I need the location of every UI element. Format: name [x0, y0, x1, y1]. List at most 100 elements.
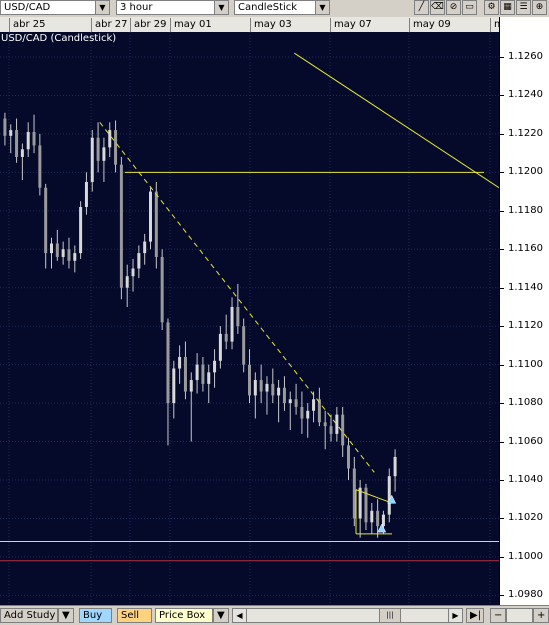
y-tick — [500, 403, 504, 405]
scroll-thumb[interactable]: ||| — [379, 609, 401, 622]
candle-body — [213, 360, 217, 373]
candle-body — [84, 181, 88, 207]
candle-body — [329, 426, 333, 434]
chevron-down-icon[interactable]: ▼ — [95, 1, 109, 14]
add-study-label: Add Study — [4, 610, 56, 621]
candle-body — [201, 364, 205, 384]
no-draw-icon[interactable]: ⊘ — [446, 0, 461, 15]
candle-body — [271, 383, 275, 396]
candle-body — [207, 372, 211, 384]
candle-body — [50, 243, 53, 254]
candle-body — [248, 364, 251, 396]
date-label: m — [490, 18, 504, 32]
add-study-button[interactable]: Add Study — [0, 608, 58, 623]
zoom-in-icon[interactable]: + — [533, 608, 549, 623]
candle-body — [387, 476, 391, 515]
y-tick — [500, 364, 504, 366]
y-tick — [500, 172, 504, 174]
trend-line — [355, 489, 393, 504]
candle-body — [265, 383, 269, 392]
date-label: may 07 — [330, 18, 372, 32]
scroll-right-icon[interactable]: ▶ — [448, 609, 462, 622]
candle-body — [178, 356, 182, 369]
y-tick-label: 1.1060 — [508, 435, 543, 447]
zoom-icon[interactable]: ⊕ — [532, 0, 547, 15]
candle-body — [3, 118, 7, 136]
candle-body — [288, 399, 292, 404]
candle-body — [73, 253, 77, 261]
chart-canvas[interactable] — [0, 32, 499, 605]
chevron-down-icon[interactable]: ▼ — [315, 1, 329, 14]
trend-line — [294, 52, 499, 189]
price-box-label: Price Box — [159, 610, 206, 621]
zoom-out-icon[interactable]: − — [490, 608, 506, 623]
signal-marker — [387, 494, 397, 504]
candle-body — [32, 131, 36, 146]
symbol-value: USD/CAD — [4, 2, 51, 13]
y-tick-label: 1.1180 — [508, 204, 543, 216]
chevron-down-icon[interactable]: ▼ — [213, 608, 229, 623]
candle-body — [282, 387, 286, 404]
candle-body — [358, 487, 362, 519]
chevron-down-icon[interactable]: ▼ — [58, 608, 74, 623]
candle-body — [312, 399, 316, 411]
candle-body — [183, 356, 187, 392]
candle-body — [154, 191, 158, 257]
candle-body — [218, 333, 222, 361]
scroll-left-icon[interactable]: ◀ — [233, 609, 247, 622]
symbol-select[interactable]: USD/CAD ▼ — [0, 0, 110, 15]
candle-body — [352, 468, 356, 519]
date-axis: abr 25 abr 27 abr 29 may 01 may 03 may 0… — [0, 17, 504, 33]
y-tick — [500, 210, 504, 212]
draw-line-icon[interactable]: ╱ — [414, 0, 429, 15]
eraser-icon[interactable]: ⌫ — [430, 0, 445, 15]
chart-type-select[interactable]: CandleStick ▼ — [234, 0, 330, 15]
date-label: abr 27 — [91, 18, 128, 32]
y-tick — [500, 556, 504, 558]
candle-body — [79, 206, 83, 254]
candle-body — [125, 276, 129, 288]
candle-body — [149, 191, 152, 242]
date-label: abr 29 — [130, 18, 167, 32]
settings-icon[interactable]: ⚙ — [484, 0, 499, 15]
zoom-slider[interactable] — [506, 608, 533, 623]
candle-body — [160, 256, 164, 323]
price-axis: 1.1260 1.1240 1.1220 1.1200 1.1180 1.1160 1.11… — [499, 17, 549, 605]
candle-body — [300, 406, 304, 419]
candle-body — [131, 268, 135, 277]
candle-body — [172, 368, 176, 404]
chevron-down-icon[interactable]: ▼ — [214, 1, 228, 14]
trend-line — [99, 122, 375, 473]
candle-body — [236, 306, 240, 327]
list-icon[interactable]: ☰ — [516, 0, 531, 15]
candle-body — [376, 510, 380, 527]
date-label: may 03 — [250, 18, 292, 32]
candle-body — [20, 149, 24, 157]
scroll-end-icon[interactable]: ▶| — [466, 608, 484, 623]
candle-body — [335, 414, 339, 434]
price-box-button[interactable]: Price Box — [155, 608, 213, 623]
bottom-bar: Add Study ▼ Buy Sell Price Box ▼ ◀ ||| ▶… — [0, 605, 549, 625]
y-tick-label: 1.1160 — [508, 243, 543, 255]
date-label: abr 25 — [9, 18, 46, 32]
candle-body — [294, 399, 298, 407]
horizontal-scrollbar[interactable]: ◀ ||| ▶ — [232, 608, 463, 623]
fit-icon[interactable]: ▭ — [462, 0, 477, 15]
buy-label: Buy — [83, 610, 103, 621]
chart-type-value: CandleStick — [238, 2, 298, 13]
price-chart[interactable]: USD/CAD (Candlestick) — [0, 32, 499, 605]
candle-body — [9, 130, 13, 136]
interval-select[interactable]: 3 hour ▼ — [116, 0, 229, 15]
sell-button[interactable]: Sell — [117, 608, 152, 623]
candle-body — [15, 130, 19, 157]
candle-body — [26, 131, 30, 150]
candle-body — [143, 241, 147, 254]
buy-button[interactable]: Buy — [79, 608, 112, 623]
grid-icon[interactable]: ▦ — [500, 0, 515, 15]
candle-body — [195, 364, 199, 381]
candle-body — [108, 130, 112, 148]
y-tick — [500, 441, 504, 443]
candle-body — [306, 410, 310, 419]
y-tick-label: 1.1000 — [508, 550, 543, 562]
candle-body — [253, 380, 257, 396]
